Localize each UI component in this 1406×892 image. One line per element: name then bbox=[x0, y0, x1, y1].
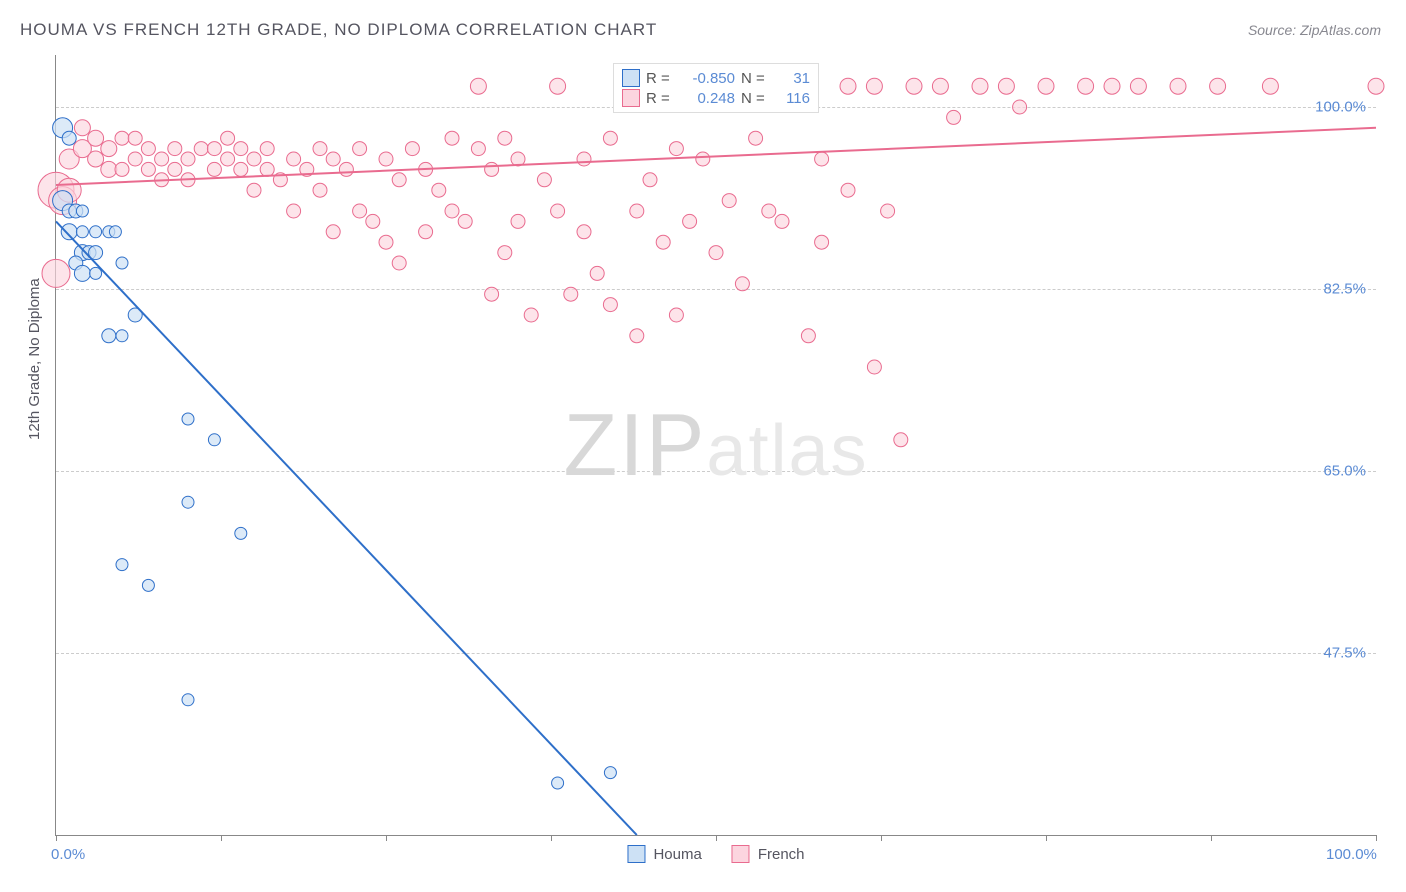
french-r-value: 0.248 bbox=[680, 90, 735, 107]
legend-item-french: French bbox=[732, 845, 805, 863]
x-tick-label: 100.0% bbox=[1326, 846, 1377, 863]
legend-swatch-french bbox=[732, 845, 750, 863]
legend-row-houma: R = -0.850 N = 31 bbox=[622, 68, 810, 88]
r-label: R = bbox=[646, 70, 674, 87]
french-n-value: 116 bbox=[775, 90, 810, 107]
legend-label-houma: Houma bbox=[653, 846, 701, 863]
legend-swatch-houma bbox=[622, 69, 640, 87]
legend-correlation: R = -0.850 N = 31 R = 0.248 N = 116 bbox=[613, 63, 819, 113]
n-label: N = bbox=[741, 90, 769, 107]
scatter-plot bbox=[56, 55, 1376, 835]
y-axis-label: 12th Grade, No Diploma bbox=[26, 278, 43, 440]
legend-item-houma: Houma bbox=[627, 845, 701, 863]
legend-label-french: French bbox=[758, 846, 805, 863]
legend-series: Houma French bbox=[627, 845, 804, 863]
x-tick-label: 0.0% bbox=[51, 846, 85, 863]
r-label: R = bbox=[646, 90, 674, 107]
houma-r-value: -0.850 bbox=[680, 70, 735, 87]
legend-swatch-french bbox=[622, 89, 640, 107]
chart-area: ZIPatlas R = -0.850 N = 31 R = 0.248 N =… bbox=[55, 55, 1376, 836]
n-label: N = bbox=[741, 70, 769, 87]
source-label: Source: ZipAtlas.com bbox=[1248, 22, 1381, 38]
chart-title: HOUMA VS FRENCH 12TH GRADE, NO DIPLOMA C… bbox=[20, 20, 657, 40]
legend-row-french: R = 0.248 N = 116 bbox=[622, 88, 810, 108]
houma-n-value: 31 bbox=[775, 70, 810, 87]
legend-swatch-houma bbox=[627, 845, 645, 863]
